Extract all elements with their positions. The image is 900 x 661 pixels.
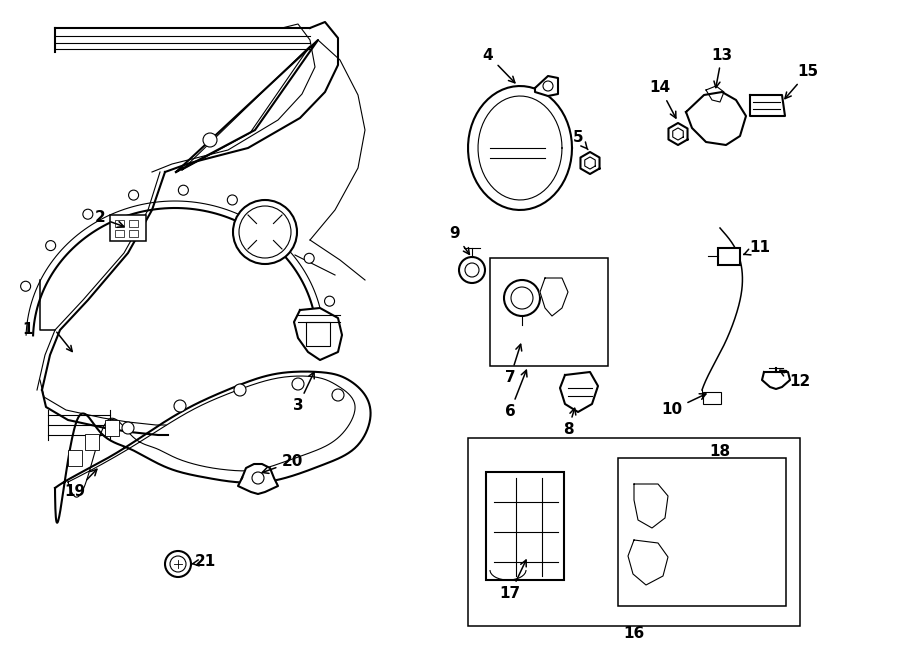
Polygon shape [628, 540, 668, 585]
Circle shape [239, 206, 291, 258]
Circle shape [83, 209, 93, 219]
Bar [718, 248, 740, 265]
Circle shape [292, 378, 304, 390]
Polygon shape [580, 152, 599, 174]
Polygon shape [762, 372, 790, 389]
Circle shape [325, 296, 335, 306]
Circle shape [233, 200, 297, 264]
Polygon shape [468, 86, 572, 210]
Circle shape [178, 185, 188, 195]
Bar [85, 434, 99, 450]
Polygon shape [686, 92, 746, 145]
Bar [115, 220, 124, 227]
Circle shape [304, 253, 314, 263]
Text: 9: 9 [450, 227, 470, 254]
Text: 5: 5 [572, 130, 588, 149]
Polygon shape [540, 278, 568, 316]
Bar [110, 215, 146, 241]
Text: 8: 8 [562, 408, 576, 438]
Bar [486, 472, 564, 580]
Circle shape [228, 195, 238, 205]
Text: 21: 21 [192, 555, 216, 570]
Text: 4: 4 [482, 48, 515, 83]
Circle shape [271, 218, 281, 229]
Bar [490, 258, 608, 366]
Bar [68, 450, 82, 466]
Circle shape [234, 384, 246, 396]
Polygon shape [55, 371, 371, 523]
Polygon shape [176, 40, 318, 172]
Text: 20: 20 [262, 455, 302, 473]
Circle shape [332, 389, 344, 401]
Polygon shape [750, 95, 785, 116]
Text: 3: 3 [292, 372, 314, 414]
Bar [129, 220, 138, 227]
Circle shape [459, 257, 485, 283]
Text: 15: 15 [785, 65, 819, 98]
Circle shape [465, 263, 479, 277]
Bar [703, 392, 721, 404]
Polygon shape [669, 123, 688, 145]
Circle shape [129, 190, 139, 200]
Bar [105, 420, 119, 436]
Circle shape [122, 422, 134, 434]
Polygon shape [535, 76, 558, 96]
Polygon shape [294, 308, 342, 360]
Text: 1: 1 [22, 323, 33, 338]
Bar [468, 438, 800, 626]
Bar [618, 458, 786, 606]
Text: 13: 13 [711, 48, 733, 88]
Text: 10: 10 [662, 394, 706, 418]
Circle shape [174, 400, 186, 412]
Circle shape [21, 281, 31, 292]
Text: 17: 17 [500, 560, 526, 602]
Circle shape [543, 81, 553, 91]
Circle shape [165, 551, 191, 577]
Text: 19: 19 [65, 469, 97, 500]
Text: 18: 18 [709, 444, 731, 459]
Circle shape [252, 472, 264, 484]
Text: 14: 14 [650, 81, 676, 118]
Text: 11: 11 [743, 241, 770, 256]
Circle shape [203, 133, 217, 147]
Text: 16: 16 [624, 627, 644, 641]
Bar [306, 322, 330, 346]
Text: 6: 6 [505, 370, 527, 420]
Polygon shape [238, 464, 278, 494]
Text: 12: 12 [780, 370, 811, 389]
Circle shape [511, 287, 533, 309]
Circle shape [46, 241, 56, 251]
Polygon shape [634, 484, 668, 528]
Bar [129, 230, 138, 237]
Text: 2: 2 [94, 210, 124, 227]
Circle shape [170, 556, 186, 572]
Bar [115, 230, 124, 237]
Circle shape [504, 280, 540, 316]
Polygon shape [560, 372, 598, 412]
Text: 7: 7 [505, 344, 522, 385]
